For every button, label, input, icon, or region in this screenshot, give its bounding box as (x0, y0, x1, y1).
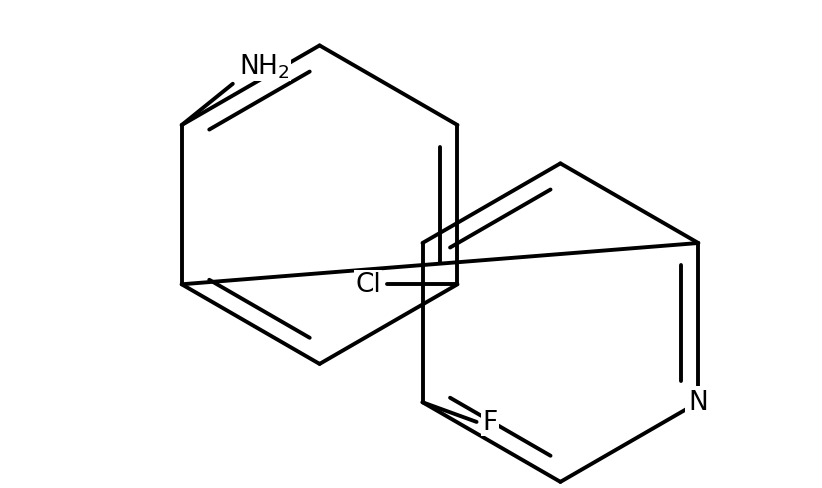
Text: NH$_2$: NH$_2$ (238, 52, 289, 81)
Text: N: N (689, 389, 709, 415)
Text: Cl: Cl (355, 272, 381, 298)
Text: F: F (483, 409, 497, 435)
